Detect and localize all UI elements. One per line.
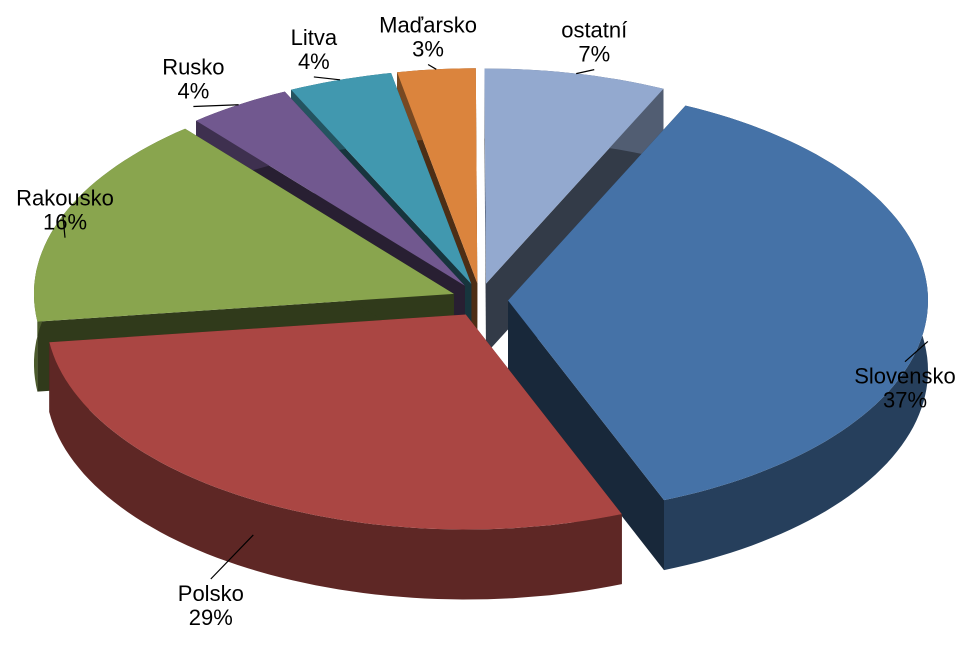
slice-top bbox=[508, 105, 928, 501]
category-label: Slovensko bbox=[854, 363, 956, 388]
category-label: Rusko bbox=[162, 54, 224, 79]
slice-side bbox=[484, 68, 486, 354]
leader-line bbox=[904, 341, 929, 363]
value-label: 16% bbox=[43, 210, 87, 235]
value-label: 7% bbox=[578, 41, 610, 66]
value-label: 29% bbox=[189, 605, 233, 630]
category-label: Litva bbox=[291, 25, 338, 50]
leader-line bbox=[313, 76, 341, 81]
leader-line bbox=[576, 69, 595, 75]
slice-top bbox=[34, 128, 454, 322]
slice-top bbox=[49, 314, 622, 530]
leader-line bbox=[427, 63, 437, 70]
slice-top bbox=[196, 91, 465, 286]
slice-top bbox=[397, 68, 478, 284]
slice-wall bbox=[49, 342, 622, 600]
leader-line bbox=[193, 104, 239, 108]
category-label: ostatní bbox=[561, 17, 627, 42]
category-label: Maďarsko bbox=[379, 12, 477, 37]
slice-top bbox=[291, 73, 472, 284]
slice-top bbox=[484, 68, 664, 284]
pie-slice bbox=[49, 314, 622, 600]
value-label: 37% bbox=[883, 387, 927, 412]
category-label: Polsko bbox=[178, 581, 244, 606]
leader-line bbox=[62, 215, 66, 238]
category-label: Rakousko bbox=[16, 186, 114, 211]
slice-side bbox=[508, 300, 664, 571]
leader-line bbox=[210, 534, 254, 580]
pie-slice bbox=[508, 105, 928, 571]
value-label: 4% bbox=[177, 78, 209, 103]
value-label: 3% bbox=[412, 36, 444, 61]
value-label: 4% bbox=[298, 49, 330, 74]
